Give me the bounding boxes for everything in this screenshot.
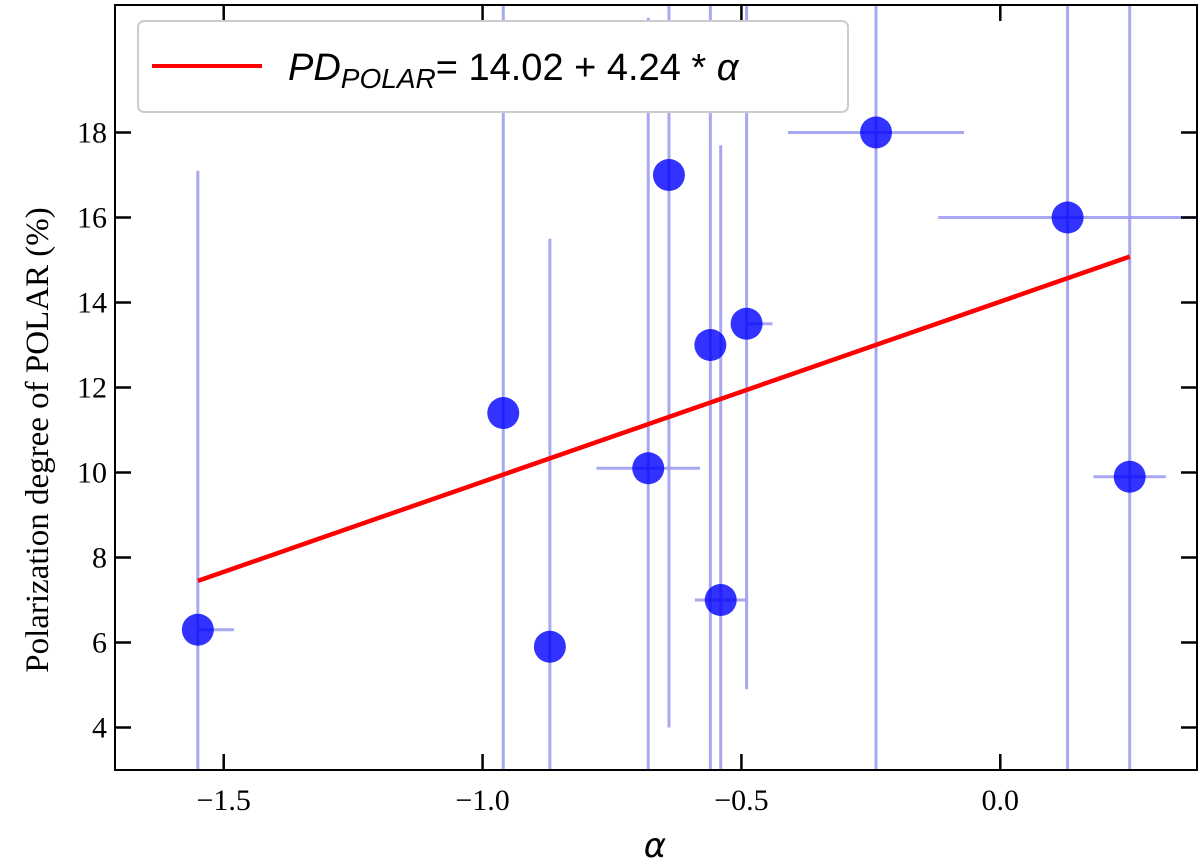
axes-layer: −1.5 −1.0 −0.5 0.0 4 6 8 10 12 14 16 18 [77, 4, 1198, 817]
y-tick-label-2: 8 [92, 542, 107, 575]
y-tick-label-6: 16 [77, 202, 107, 235]
legend-box [137, 20, 849, 113]
data-point-3 [632, 452, 665, 485]
data-point-10 [1113, 460, 1146, 493]
y-tick-label-5: 14 [77, 287, 107, 320]
data-point-9 [1051, 201, 1084, 234]
data-point-6 [704, 584, 737, 616]
errorbars-layer [196, 5, 1197, 770]
legend: PDPOLAR= 14.02 + 4.24 * α [137, 20, 849, 113]
fit-line-layer [197, 254, 1131, 584]
data-point-1 [487, 397, 520, 429]
data-point-4 [652, 159, 685, 191]
legend-label: PDPOLAR= 14.02 + 4.24 * α [288, 47, 740, 94]
data-point-0 [181, 613, 214, 646]
x-tick-label-0: −1.5 [197, 784, 251, 817]
data-point-5 [694, 329, 727, 361]
data-point-2 [533, 630, 566, 663]
x-tick-label-3: 0.0 [982, 784, 1020, 817]
y-tick-label-4: 12 [77, 372, 107, 405]
fit-line [197, 254, 1131, 584]
points-layer [181, 116, 1146, 663]
legend-label-alpha: α [717, 47, 740, 89]
y-tick-label-0: 4 [92, 712, 107, 745]
y-tick-label-1: 6 [92, 627, 107, 660]
x-axis-title: α [644, 826, 666, 863]
y-axis-title: Polarization degree of POLAR (%) [20, 207, 56, 673]
data-point-7 [730, 307, 763, 340]
legend-label-sub: POLAR [341, 63, 436, 94]
data-point-8 [860, 116, 893, 149]
x-tick-label-1: −1.0 [455, 784, 509, 817]
y-tick-label-3: 10 [77, 457, 107, 490]
legend-label-main: PD [288, 47, 341, 89]
plot-frame [114, 4, 1198, 771]
y-tick-label-7: 18 [77, 117, 107, 150]
legend-label-rest: = 14.02 + 4.24 * [436, 47, 717, 89]
x-tick-label-2: −0.5 [714, 784, 768, 817]
